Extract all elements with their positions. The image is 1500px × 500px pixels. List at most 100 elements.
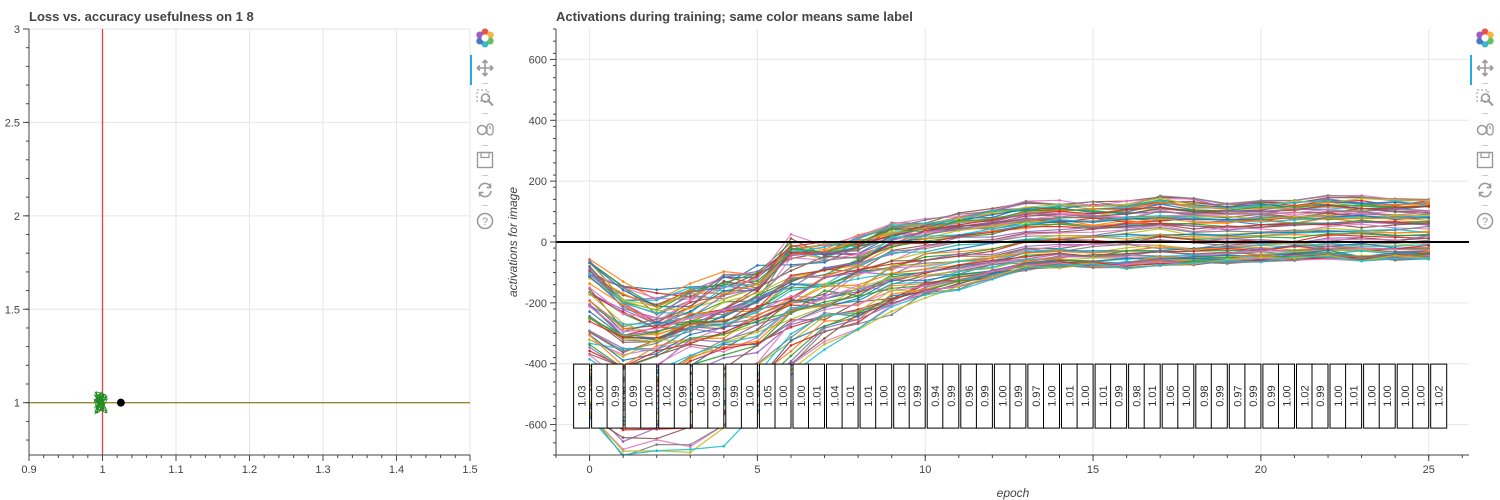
save-tool-button[interactable]: [472, 147, 498, 173]
activation-series: [589, 214, 1429, 337]
activation-point: [991, 231, 994, 234]
activation-point: [689, 448, 692, 451]
help-tool-button[interactable]: ?: [1472, 208, 1498, 234]
activation-point: [890, 282, 893, 286]
activation-series: [589, 208, 1429, 325]
activation-point: [890, 287, 893, 290]
activation-point: [655, 443, 658, 446]
reset-tool-button[interactable]: [472, 177, 498, 203]
activation-point: [1226, 226, 1229, 230]
activation-point: [1293, 256, 1296, 260]
activation-series: [589, 211, 1429, 306]
activation-point: [655, 317, 658, 321]
wheel-zoom-tool-button[interactable]: [1472, 117, 1498, 143]
accuracy-label: 1.03: [893, 363, 911, 429]
activation-point: [789, 269, 793, 273]
activation-point: [1158, 217, 1162, 220]
activation-point: [1125, 205, 1128, 209]
activation-point: [823, 306, 826, 309]
toolbar-separator: [1482, 205, 1488, 206]
left-x-tick-label: 1: [99, 464, 105, 476]
activation-point: [923, 230, 927, 234]
activation-point: [1393, 231, 1397, 235]
activation-point: [756, 317, 759, 321]
activation-point: [1192, 197, 1196, 200]
activation-point: [890, 264, 893, 267]
activation-point: [756, 330, 759, 334]
activation-point: [1226, 215, 1229, 218]
activation-point: [1158, 258, 1162, 261]
activation-point: [957, 243, 961, 247]
activation-point: [689, 359, 692, 363]
right-x-tick-label: 25: [1423, 464, 1435, 476]
activation-point: [823, 300, 826, 304]
activation-point: [923, 263, 927, 267]
activation-point: [1293, 224, 1296, 227]
pan-tool-button[interactable]: [1470, 55, 1498, 85]
box-zoom-tool-button[interactable]: [472, 85, 498, 111]
activation-point: [1427, 252, 1430, 256]
activation-point: [823, 285, 826, 288]
activation-point: [789, 344, 793, 347]
activation-point: [1125, 203, 1128, 206]
activation-point: [1393, 201, 1397, 204]
activation-point: [689, 282, 692, 285]
activation-point: [789, 306, 793, 310]
help-tool-button[interactable]: ?: [472, 208, 498, 234]
reset-tool-button[interactable]: [1472, 177, 1498, 203]
activation-point: [1091, 209, 1095, 213]
activation-point: [1427, 225, 1430, 228]
activation-point: [991, 272, 994, 275]
save-tool-button[interactable]: [1472, 147, 1498, 173]
activation-point: [1393, 213, 1397, 217]
accuracy-label: 1.01: [1061, 363, 1078, 429]
activation-point: [1024, 200, 1028, 203]
activation-point: [1360, 222, 1363, 226]
activation-point: [923, 268, 927, 271]
activation-point: [756, 341, 759, 345]
wheel-zoom-tool-button[interactable]: [472, 117, 498, 143]
activation-point: [991, 211, 994, 215]
pan-tool-button[interactable]: [470, 55, 498, 85]
activation-point: [856, 302, 860, 306]
activation-point: [1024, 212, 1028, 215]
activation-point: [1024, 214, 1028, 218]
help-icon: ?: [1476, 212, 1494, 230]
activation-point: [957, 273, 961, 277]
activation-point: [689, 300, 692, 304]
activation-point: [621, 355, 625, 359]
activation-point: [756, 308, 759, 311]
accuracy-label-box: [740, 363, 758, 429]
activation-point: [1125, 253, 1128, 257]
activation-point: [991, 254, 994, 258]
activation-point: [1158, 201, 1162, 204]
activation-point: [1125, 222, 1128, 225]
activation-point: [1158, 219, 1162, 223]
activation-point: [756, 335, 759, 338]
accuracy-label-text: 1.03: [897, 385, 909, 406]
activation-point: [1091, 256, 1095, 260]
activation-point: [1125, 199, 1128, 203]
activation-point: [1360, 236, 1363, 239]
accuracy-label-box: [975, 363, 993, 429]
activation-point: [1393, 254, 1397, 257]
activation-point: [1326, 216, 1330, 220]
box-zoom-tool-button[interactable]: [1472, 85, 1498, 111]
activation-point: [890, 273, 893, 276]
accuracy-label-box: [1412, 363, 1430, 429]
activation-point: [1360, 204, 1363, 207]
activation-point: [588, 338, 591, 341]
right-x-tick-label: 20: [1255, 464, 1267, 476]
accuracy-label: 1.00: [1076, 363, 1094, 429]
activation-point: [722, 356, 726, 360]
activation-point: [655, 309, 658, 313]
activation-point: [1427, 221, 1430, 225]
right-x-tick-label: 10: [919, 464, 931, 476]
left-chart-grid: [28, 28, 471, 455]
accuracy-label: 1.00: [792, 363, 810, 429]
right-x-tick-label: 15: [1087, 464, 1099, 476]
activation-point: [1158, 196, 1162, 200]
activation-point: [823, 313, 826, 317]
activation-point: [991, 227, 994, 230]
activation-point: [856, 234, 860, 238]
